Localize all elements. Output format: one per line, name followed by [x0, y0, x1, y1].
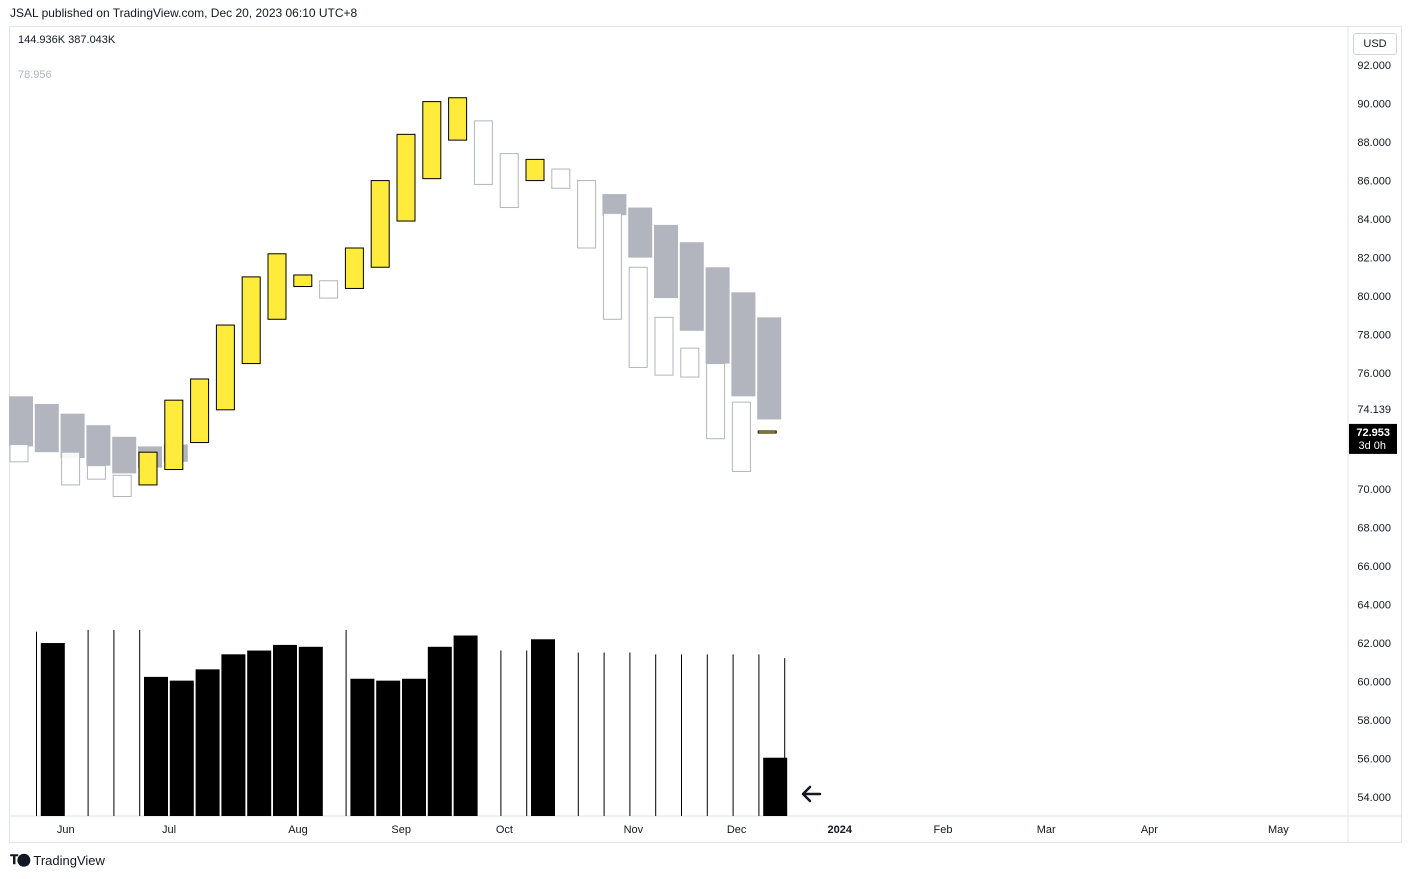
candle-up	[293, 274, 313, 288]
gray-band-bar	[757, 317, 782, 420]
time-tick-label: Apr	[1141, 824, 1158, 836]
bar-countdown-label: 3d 0h	[1358, 440, 1386, 452]
price-tick-label: 88.000	[1357, 137, 1391, 149]
volume-bar	[247, 650, 272, 816]
price-tick-label: 58.000	[1357, 715, 1391, 727]
price-tick-label: 68.000	[1357, 522, 1391, 534]
volume-bar	[40, 643, 65, 816]
candle-hollow	[706, 363, 726, 440]
gray-band-bar	[34, 404, 59, 453]
candle-up	[525, 158, 545, 182]
candle-hollow	[654, 316, 674, 376]
volume-legend: 144.936K 387.043K	[18, 34, 116, 46]
volume-bar	[273, 644, 297, 816]
candle-hollow	[731, 401, 751, 472]
price-tick-label: 84.000	[1357, 214, 1391, 226]
price-tick-label: 70.000	[1357, 484, 1391, 496]
candle-up	[448, 97, 468, 141]
publish-header: JSAL published on TradingView.com, Dec 2…	[10, 6, 358, 20]
indicator-legend: 78.956	[18, 69, 52, 81]
volume-bar	[427, 646, 452, 816]
candle-up	[267, 253, 287, 320]
gray-band-bar	[705, 267, 730, 364]
price-label: 74.139	[1357, 404, 1391, 416]
time-tick-label: Oct	[496, 824, 513, 836]
time-tick-label: Sep	[391, 824, 411, 836]
volume-bar	[195, 669, 220, 816]
time-tick-label: Jun	[57, 824, 75, 836]
volume-bar	[298, 646, 323, 816]
gray-band-bar	[731, 292, 756, 397]
volume-bar	[453, 635, 478, 816]
last-price-label: 72.953	[1356, 427, 1390, 439]
price-tick-label: 60.000	[1357, 676, 1391, 688]
time-tick-label: Aug	[288, 824, 308, 836]
price-tick-label: 82.000	[1357, 253, 1391, 265]
gray-band-bar	[628, 207, 653, 258]
candle-up	[344, 247, 364, 289]
candle-up	[396, 133, 416, 222]
gray-band-bar	[112, 436, 137, 474]
volume-bar	[350, 678, 375, 816]
price-tick-label: 56.000	[1357, 753, 1391, 765]
candle-hollow	[602, 212, 622, 320]
candle-hollow	[473, 120, 493, 185]
price-tick-label: 66.000	[1357, 561, 1391, 573]
gray-band-bar	[86, 425, 111, 466]
candle-up	[190, 378, 210, 444]
price-tick-label: 86.000	[1357, 176, 1391, 188]
price-tick-label: 92.000	[1357, 60, 1391, 72]
time-tick-label: Mar	[1037, 824, 1056, 836]
price-tick-label: 54.000	[1357, 792, 1391, 804]
time-tick-label: Nov	[624, 824, 644, 836]
price-tick-label: 80.000	[1357, 291, 1391, 303]
volume-bar	[376, 680, 401, 816]
candle-up	[370, 180, 390, 268]
volume-bar	[221, 654, 246, 816]
arrow-left-icon[interactable]	[801, 785, 822, 803]
gray-band-bar	[602, 194, 627, 216]
candle-hollow	[551, 168, 571, 189]
candle-hollow	[61, 451, 81, 486]
candle-hollow	[499, 153, 519, 209]
time-tick-label: Dec	[727, 824, 747, 836]
candle-up	[215, 324, 235, 411]
time-tick-label: Jul	[162, 824, 176, 836]
gray-band-bar	[9, 396, 33, 447]
gray-band-bar	[679, 242, 704, 331]
candle-hollow	[680, 347, 700, 378]
volume-bar	[169, 680, 194, 816]
candle-up	[422, 101, 442, 180]
candle-hollow	[319, 280, 339, 299]
candle-up	[138, 451, 158, 486]
currency-button[interactable]: USD	[1353, 33, 1397, 55]
time-tick-label: May	[1268, 824, 1289, 836]
gray-band-bar	[654, 224, 678, 299]
price-tick-label: 64.000	[1357, 599, 1391, 611]
price-tick-label: 78.000	[1357, 330, 1391, 342]
volume-bar	[402, 678, 426, 816]
time-tick-label: Feb	[934, 824, 953, 836]
volume-bar	[531, 639, 555, 816]
candle-hollow	[112, 474, 132, 497]
last-price-badge	[1349, 423, 1397, 454]
price-tick-label: 76.000	[1357, 368, 1391, 380]
candle-hollow	[628, 266, 648, 368]
candle-up	[164, 399, 184, 471]
footer-logo-text: TradingView	[33, 852, 105, 868]
price-tick-label: 90.000	[1357, 99, 1391, 111]
price-tick-label: 62.000	[1357, 638, 1391, 650]
tradingview-logo-icon: 𝐓⬤	[10, 852, 30, 867]
candle-hollow	[577, 180, 597, 249]
gray-band-bar	[60, 413, 85, 458]
candle-up	[241, 276, 261, 365]
candle-hollow	[86, 465, 106, 480]
volume-bar	[144, 676, 168, 816]
volume-bar	[763, 757, 788, 816]
candle-up	[757, 430, 777, 434]
time-tick-label: 2024	[828, 824, 853, 836]
candle-hollow	[9, 443, 29, 463]
footer-branding: 𝐓⬤ TradingView	[10, 852, 105, 868]
